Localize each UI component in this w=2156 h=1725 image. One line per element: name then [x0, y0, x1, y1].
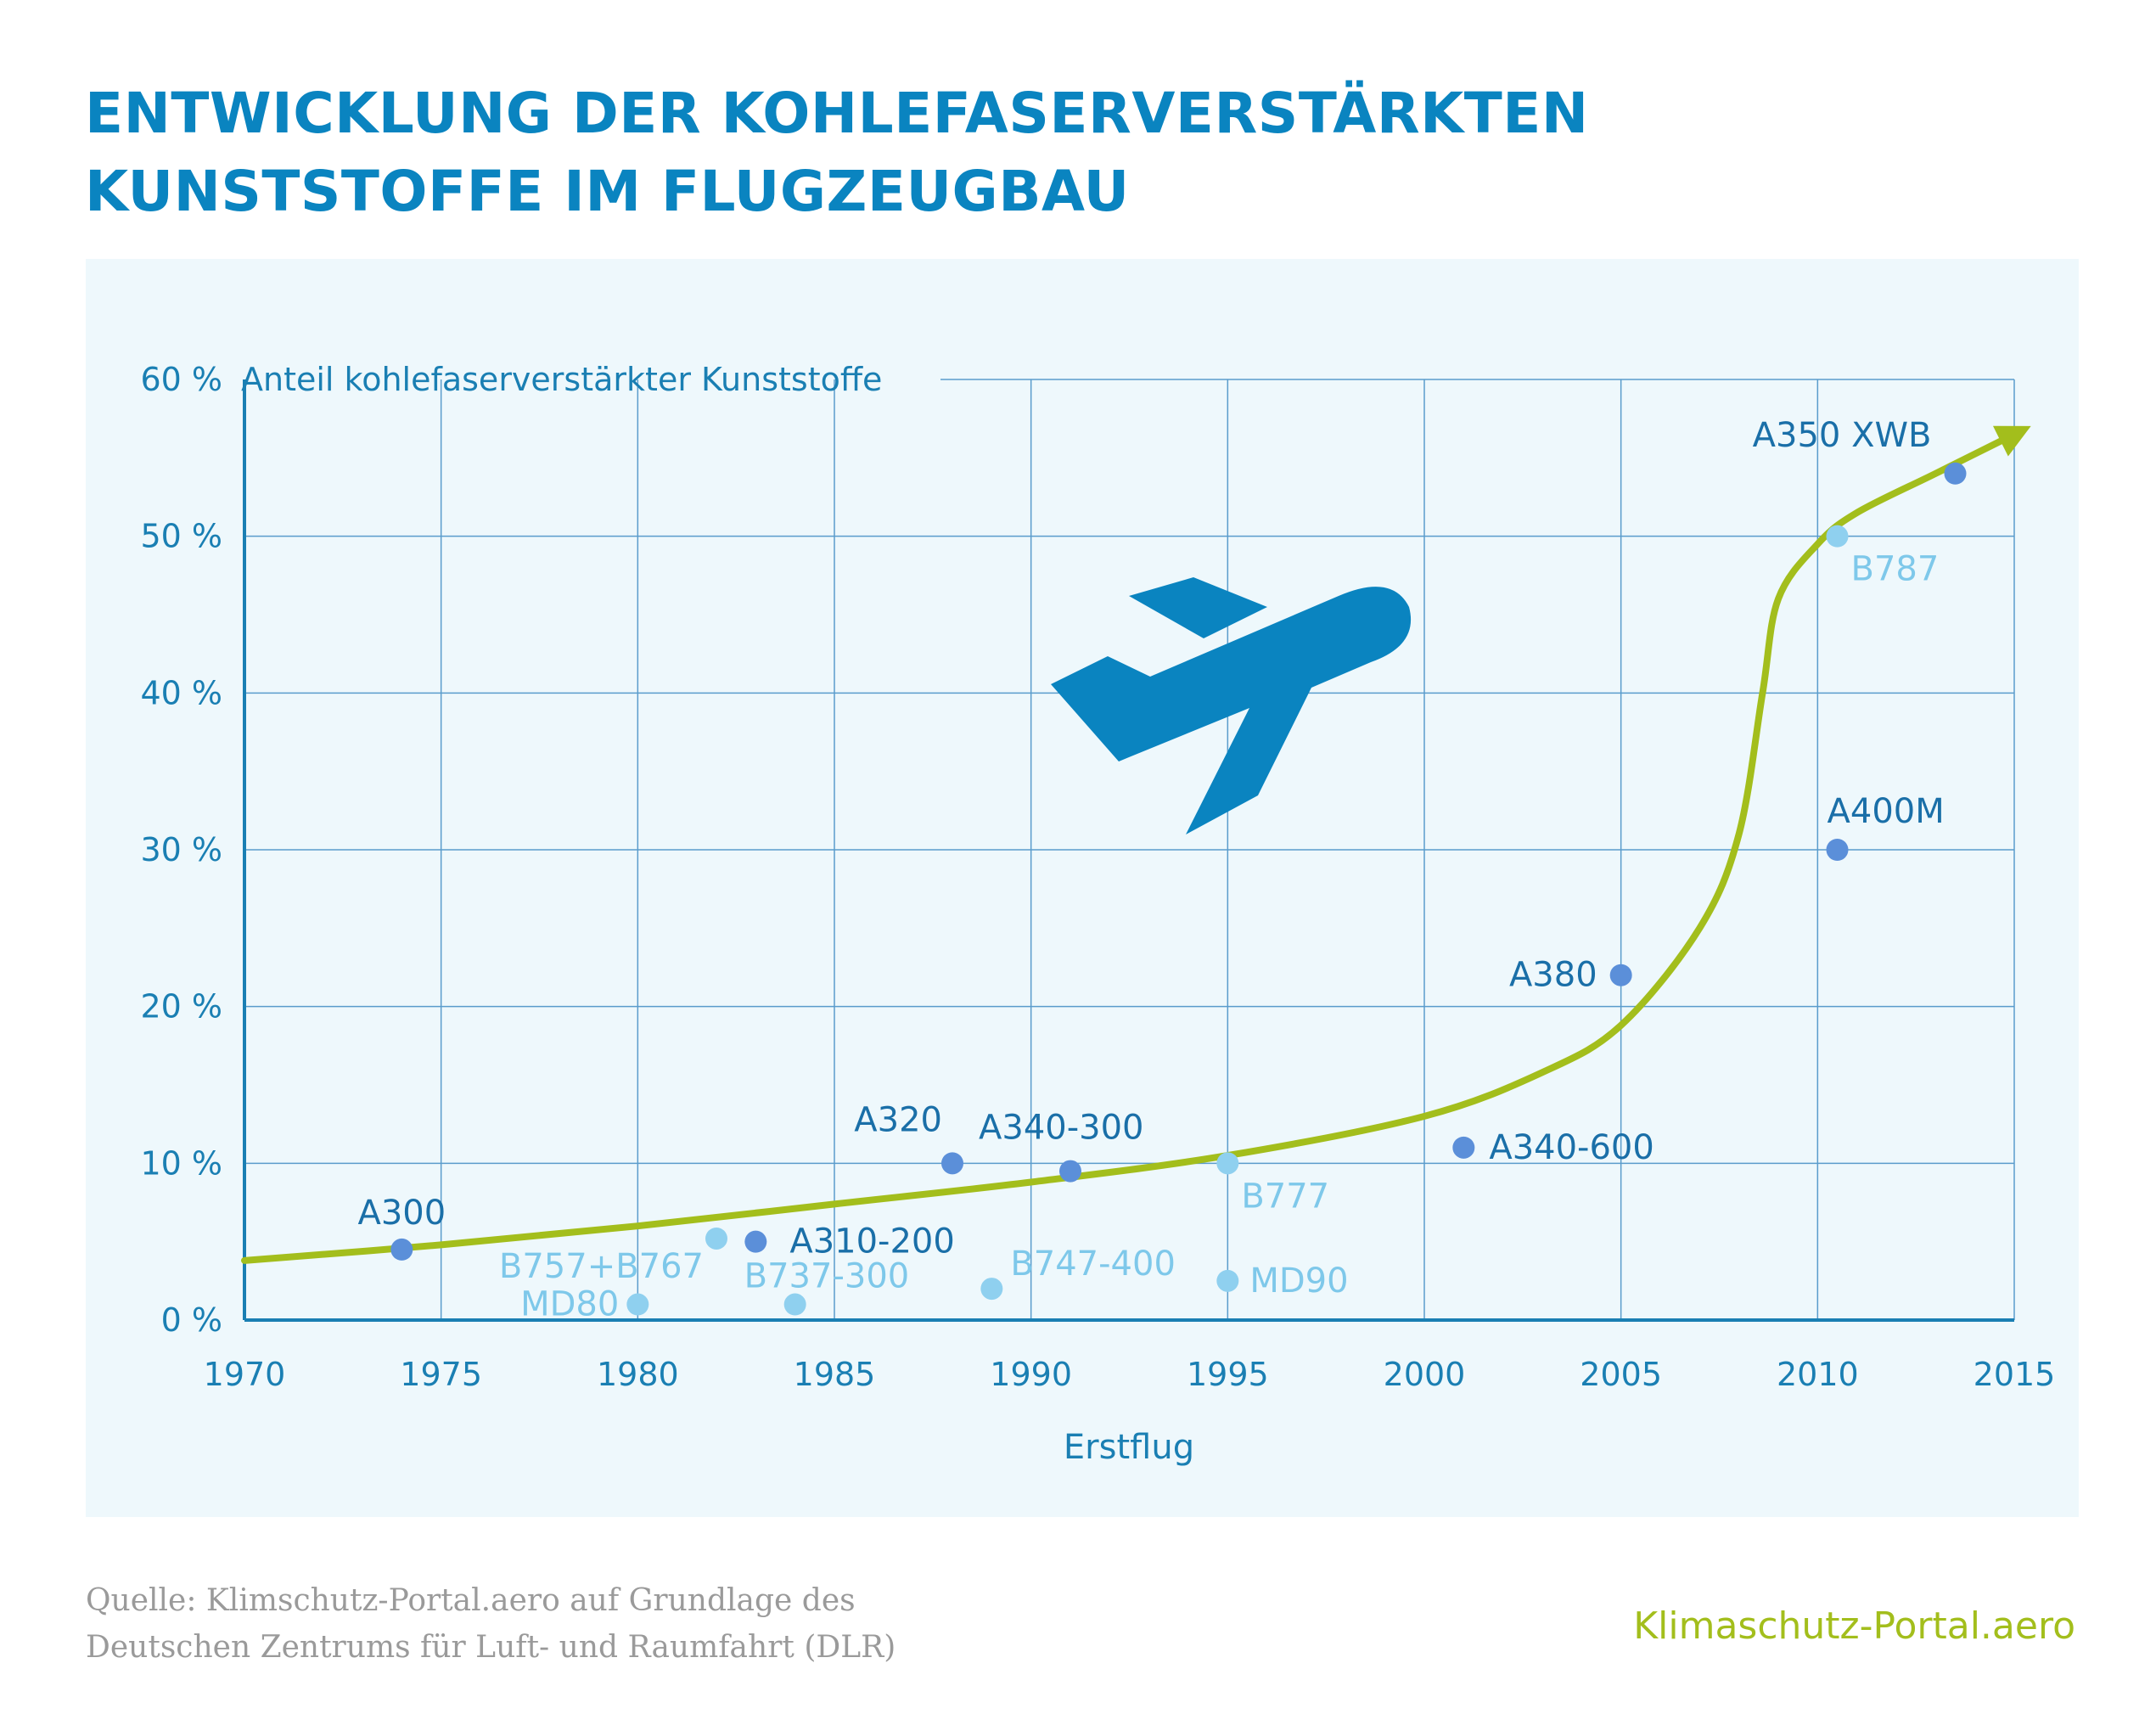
y-tick-label: 60 % [140, 361, 222, 398]
x-tick-label: 1980 [597, 1356, 679, 1393]
data-label: A340-300 [979, 1109, 1144, 1148]
data-label: A400M [1828, 792, 1945, 831]
y-tick-label: 10 % [140, 1144, 222, 1182]
data-point [626, 1293, 649, 1316]
data-label: A320 [854, 1100, 942, 1139]
data-label: B747-400 [1010, 1245, 1176, 1284]
data-points [390, 462, 1967, 1316]
data-label: A350 XWB [1753, 416, 1932, 455]
data-point [744, 1230, 767, 1253]
x-tick-label: 1975 [400, 1356, 482, 1393]
chart-title: ENTWICKLUNG DER KOHLEFASERVERSTÄRKTEN KU… [85, 75, 1589, 231]
data-labels: A300 A310-200 A320 A340-300 A340-600 A380 A400… [357, 416, 1944, 1324]
data-label: B757+B767 [499, 1247, 704, 1286]
x-tick-label: 2000 [1384, 1356, 1466, 1393]
axes [243, 379, 2014, 1322]
x-tick-label: 1985 [794, 1356, 876, 1393]
y-tick-label: 20 % [140, 988, 222, 1025]
airplane-icon [1051, 577, 1412, 834]
y-axis-label: Anteil kohlefaserverstärkter Kunststoffe [241, 361, 882, 398]
y-tick-label: 40 % [140, 674, 222, 711]
data-label: B787 [1851, 550, 1940, 589]
source-line-2: Deutschen Zentrums für Luft- und Raumfah… [86, 1630, 896, 1665]
brand-link[interactable]: Klimaschutz-Portal.aero [1633, 1604, 2075, 1648]
data-point [1609, 964, 1632, 986]
data-point [705, 1227, 727, 1250]
x-tick-label: 2010 [1777, 1356, 1859, 1393]
source-note: Quelle: Klimschutz-Portal.aero auf Grund… [86, 1577, 896, 1671]
data-label: A300 [357, 1194, 446, 1233]
title-line-1: ENTWICKLUNG DER KOHLEFASERVERSTÄRKTEN [85, 81, 1589, 146]
x-tick-label: 1970 [204, 1356, 286, 1393]
x-tick-label: 1990 [990, 1356, 1072, 1393]
data-point [1826, 525, 1849, 548]
data-label: MD90 [1249, 1261, 1348, 1301]
chart-panel [86, 259, 2079, 1517]
data-point [1216, 1152, 1239, 1175]
data-point [1216, 1269, 1239, 1292]
data-point [1826, 839, 1849, 861]
data-label: MD80 [520, 1285, 619, 1324]
data-point [941, 1152, 963, 1175]
x-tick-label: 2005 [1580, 1356, 1662, 1393]
data-label: A310-200 [789, 1222, 954, 1261]
trend-arrowhead [1992, 425, 2031, 457]
grid [244, 379, 2015, 1320]
data-label: A340-600 [1489, 1128, 1654, 1167]
data-point [1059, 1160, 1081, 1183]
data-point [783, 1293, 806, 1316]
y-tick-label: 30 % [140, 831, 222, 868]
data-label: A380 [1509, 956, 1597, 995]
title-line-2: KUNSTSTOFFE IM FLUGZEUGBAU [85, 159, 1130, 224]
data-point [1452, 1136, 1475, 1159]
trend-line [241, 430, 2018, 1264]
data-label: B737-300 [744, 1257, 910, 1296]
data-point [390, 1238, 413, 1261]
source-line-1: Quelle: Klimschutz-Portal.aero auf Grund… [86, 1583, 856, 1618]
tick-labels: 1970 1975 1980 1985 1990 1995 2000 2005 2010 2015… [140, 361, 2055, 1393]
y-tick-label: 0 % [161, 1301, 222, 1339]
x-tick-label: 2015 [1974, 1356, 2056, 1393]
x-tick-label: 1995 [1187, 1356, 1269, 1393]
y-tick-label: 50 % [140, 518, 222, 555]
data-label: B777 [1241, 1177, 1329, 1216]
x-axis-label: Erstflug [1064, 1428, 1194, 1467]
data-point [1944, 462, 1967, 485]
data-point [980, 1278, 1003, 1301]
